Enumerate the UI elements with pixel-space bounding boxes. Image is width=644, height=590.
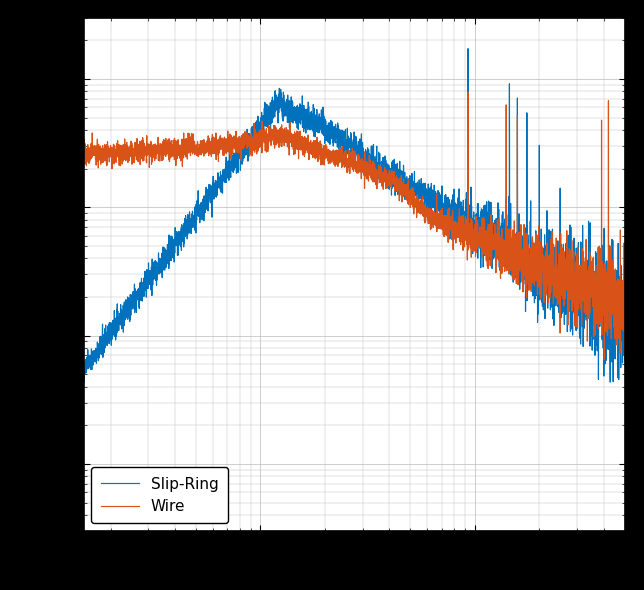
Slip-Ring bbox=[312, 114, 319, 121]
Line: Slip-Ring: Slip-Ring bbox=[84, 48, 625, 382]
Wire bbox=[80, 148, 88, 155]
Legend: Slip-Ring, Wire: Slip-Ring, Wire bbox=[91, 467, 228, 523]
Wire bbox=[578, 298, 585, 305]
Wire bbox=[464, 88, 472, 96]
Slip-Ring bbox=[621, 358, 629, 365]
Slip-Ring bbox=[307, 126, 315, 133]
Slip-Ring bbox=[578, 309, 585, 316]
Wire bbox=[473, 245, 480, 253]
Slip-Ring bbox=[464, 45, 472, 52]
Slip-Ring bbox=[80, 364, 88, 371]
Wire bbox=[605, 307, 612, 314]
Wire bbox=[307, 146, 315, 153]
Wire bbox=[337, 151, 345, 158]
Wire bbox=[621, 312, 629, 319]
Line: Wire: Wire bbox=[84, 92, 625, 359]
Slip-Ring bbox=[337, 137, 345, 144]
Wire bbox=[600, 356, 608, 363]
Slip-Ring bbox=[473, 210, 480, 217]
Slip-Ring bbox=[607, 379, 614, 386]
Slip-Ring bbox=[604, 298, 612, 305]
Wire bbox=[312, 155, 319, 162]
